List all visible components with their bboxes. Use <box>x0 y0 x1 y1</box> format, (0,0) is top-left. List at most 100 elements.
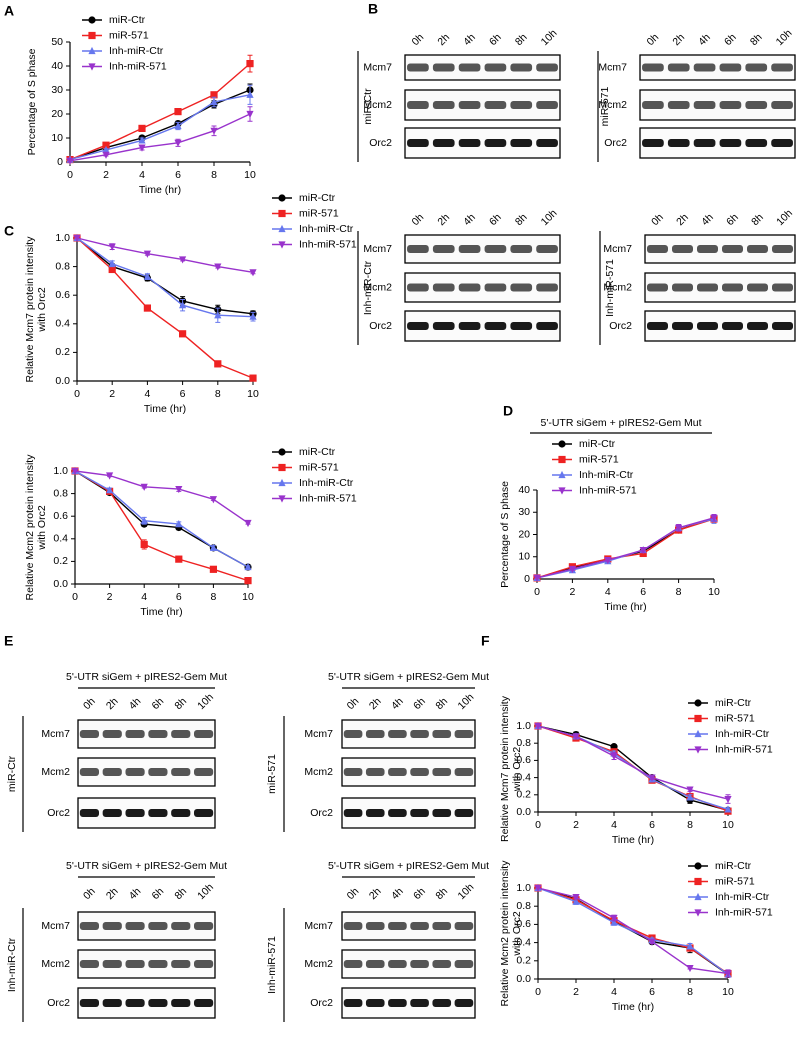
blot-frame <box>77 911 216 941</box>
band <box>454 809 474 817</box>
condition-label: miR-Ctr <box>6 755 18 792</box>
band <box>454 960 474 968</box>
legend-label: miR-571 <box>299 207 339 219</box>
band <box>171 768 191 776</box>
blot-frame <box>341 949 476 979</box>
y-tick-label: 0.0 <box>516 973 531 985</box>
row-label: Mcm7 <box>41 728 70 740</box>
x-axis-label: Time (hr) <box>144 403 186 415</box>
lane-label: 2h <box>670 31 687 48</box>
band <box>747 245 768 253</box>
legend-label: Inh-miR-Ctr <box>109 45 164 57</box>
lane-label: 8h <box>172 695 189 712</box>
condition-label: Inh-miR-Ctr <box>362 260 374 315</box>
series-line <box>536 517 715 579</box>
band <box>458 245 481 253</box>
band <box>193 960 214 968</box>
marker <box>71 467 79 476</box>
band <box>454 730 474 738</box>
series-line <box>69 89 251 161</box>
legend-marker <box>558 440 566 448</box>
band <box>719 101 742 109</box>
blot-frame <box>644 272 796 303</box>
y-tick-label: 30 <box>51 84 63 96</box>
row-label: Orc2 <box>609 320 632 332</box>
x-tick-label: 6 <box>176 591 182 603</box>
marker <box>210 97 218 106</box>
band <box>484 63 507 72</box>
band <box>102 999 122 1007</box>
y-tick-label: 0.6 <box>516 754 531 766</box>
marker <box>140 483 148 491</box>
lane-label: 6h <box>150 695 167 712</box>
lane-label: 6h <box>724 211 741 228</box>
panel-label: E <box>4 633 13 649</box>
band <box>365 809 385 817</box>
band <box>647 322 668 330</box>
band <box>458 101 481 109</box>
band <box>667 63 690 72</box>
band <box>510 101 533 109</box>
lane-label: 0h <box>645 31 662 48</box>
row-label: Orc2 <box>47 997 70 1009</box>
lane-label: 0h <box>649 211 666 228</box>
condition-label: miR-571 <box>266 754 278 794</box>
band <box>410 960 429 968</box>
row-label: Mcm2 <box>363 281 392 293</box>
y-axis-label: Percentage of S phase <box>499 481 511 588</box>
marker <box>209 496 217 504</box>
y-tick-label: 0.8 <box>516 900 531 912</box>
legend-label: miR-571 <box>715 875 755 887</box>
lane-label: 0h <box>81 885 98 902</box>
lane-label: 6h <box>411 885 428 902</box>
band <box>432 283 455 292</box>
marker <box>533 574 541 582</box>
band <box>102 768 122 776</box>
x-tick-label: 8 <box>210 591 216 603</box>
y-axis-label: Relative Mcm7 protein intensity <box>499 695 511 842</box>
legend-marker <box>694 862 702 870</box>
y-tick-label: 0.6 <box>55 289 70 301</box>
band <box>193 999 214 1007</box>
legend-label: miR-571 <box>299 461 339 473</box>
band <box>388 809 407 817</box>
marker <box>246 110 254 119</box>
marker <box>686 964 694 973</box>
lane-label: 2h <box>367 695 384 712</box>
lane-label: 4h <box>127 695 144 712</box>
lane-label: 0h <box>410 31 427 48</box>
y-tick-label: 0.0 <box>53 578 68 590</box>
x-axis-label: Time (hr) <box>140 606 182 618</box>
band <box>642 101 664 109</box>
x-tick-label: 8 <box>211 169 217 181</box>
marker <box>249 269 257 277</box>
band <box>125 768 145 776</box>
legend-label: Inh-miR-Ctr <box>299 223 354 235</box>
band <box>125 960 145 968</box>
x-tick-label: 2 <box>573 819 579 831</box>
lane-label: 8h <box>513 211 530 228</box>
row-label: Mcm2 <box>598 99 627 111</box>
row-label: Mcm7 <box>304 920 333 932</box>
blot-frame <box>341 719 476 749</box>
band <box>407 322 429 330</box>
band <box>745 101 768 109</box>
x-axis-label: Time (hr) <box>139 184 181 196</box>
band <box>667 139 690 147</box>
marker <box>102 141 110 149</box>
y-tick-label: 0.6 <box>53 510 68 522</box>
x-tick-label: 4 <box>611 819 617 831</box>
band <box>722 322 743 330</box>
marker <box>174 108 182 116</box>
band <box>454 999 474 1007</box>
band <box>343 768 363 776</box>
band <box>148 922 168 930</box>
x-tick-label: 6 <box>640 586 646 598</box>
row-label: Orc2 <box>47 807 70 819</box>
legend-marker <box>694 877 702 886</box>
y-tick-label: 0.0 <box>55 375 70 387</box>
band <box>432 245 455 253</box>
lane-label: 10h <box>774 27 795 48</box>
x-tick-label: 8 <box>676 586 682 598</box>
